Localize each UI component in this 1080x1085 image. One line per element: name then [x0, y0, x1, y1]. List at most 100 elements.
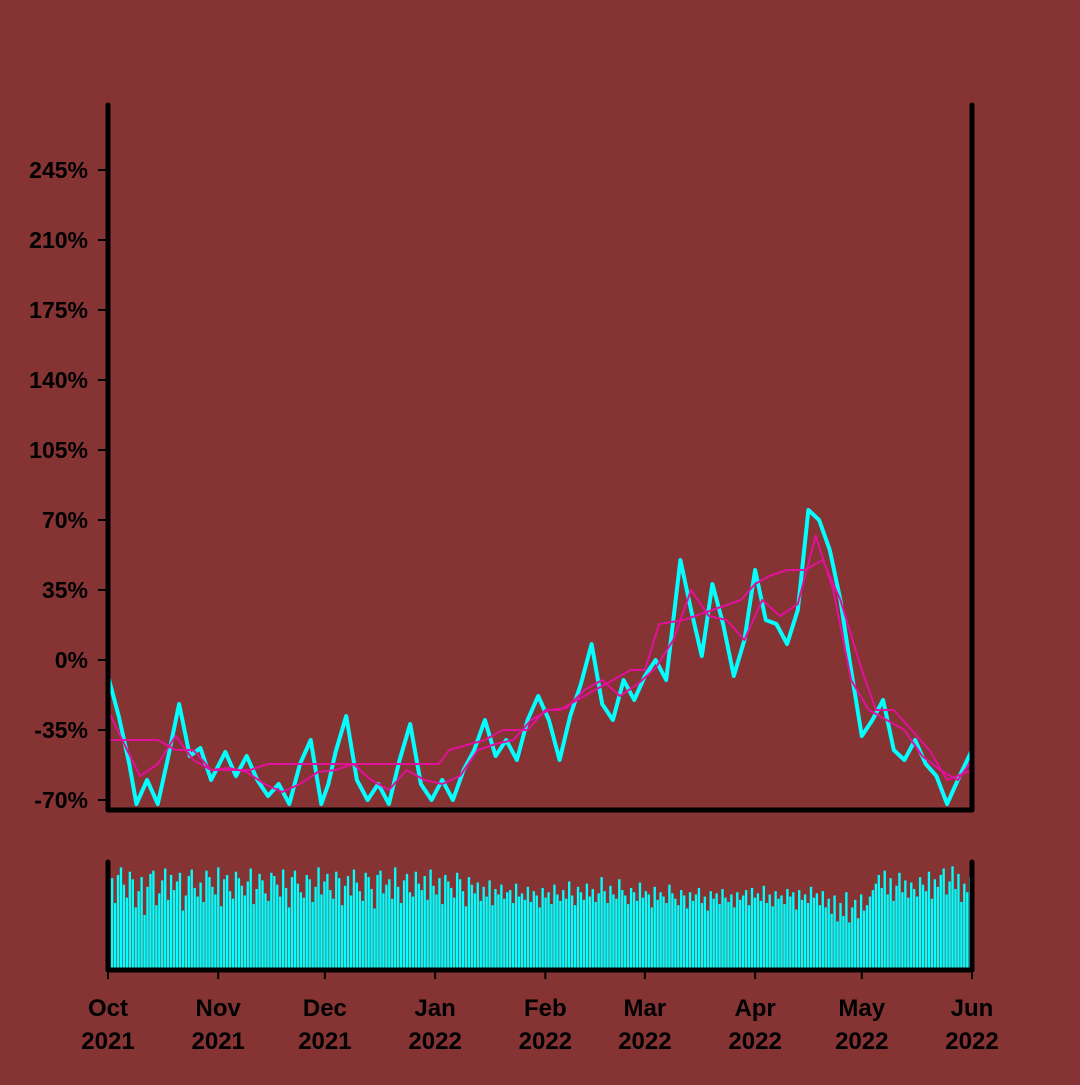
volume-bar [612, 894, 615, 970]
x-tick-label-month: Dec [303, 995, 347, 1022]
volume-bar [771, 906, 774, 970]
volume-bar [924, 891, 928, 970]
volume-bar [172, 890, 176, 970]
volume-bar [812, 897, 816, 970]
volume-bar [287, 907, 291, 970]
volume-bar [665, 903, 668, 970]
volume-bar [600, 877, 603, 970]
volume-bar [936, 886, 939, 970]
volume-bar [680, 890, 683, 970]
volume-bar [951, 866, 954, 970]
volume-bar [187, 876, 190, 970]
volume-bar [774, 891, 777, 970]
volume-bar [429, 869, 432, 970]
volume-bar [264, 893, 267, 970]
volume-bar [668, 884, 671, 970]
y-tick-label: -70% [34, 787, 88, 813]
volume-bar [741, 895, 745, 970]
volume-bar [494, 889, 497, 970]
volume-bar [582, 899, 586, 970]
volume-bar [181, 910, 185, 970]
volume-bar [119, 867, 123, 970]
volume-bar [862, 910, 866, 970]
volume-bar [677, 905, 680, 970]
volume-bar [626, 904, 630, 970]
volume-bar [585, 883, 589, 970]
volume-bar [110, 878, 114, 970]
volume-bar [414, 871, 418, 970]
volume-bar [892, 900, 895, 970]
volume-bar [694, 894, 698, 970]
volume-bar [697, 887, 701, 970]
volume-bar [824, 907, 827, 970]
volume-bar [747, 905, 751, 970]
x-tick-label-year: 2022 [728, 1028, 781, 1055]
volume-bar [211, 886, 214, 970]
volume-bar [901, 892, 904, 970]
volume-bar [594, 901, 597, 970]
volume-bar [915, 896, 919, 970]
volume-bar [904, 880, 907, 970]
volume-bar [780, 895, 783, 970]
volume-bar [458, 879, 462, 970]
volume-bar [140, 877, 143, 970]
volume-bar [152, 870, 155, 970]
volume-bar [199, 882, 202, 970]
volume-bar [597, 893, 600, 970]
volume-bar [464, 906, 468, 970]
volume-bar [570, 895, 574, 970]
volume-bar [671, 893, 674, 970]
volume-bar [190, 869, 193, 970]
volume-bar [228, 891, 232, 970]
volume-bar [954, 889, 957, 970]
volume-bar [562, 890, 565, 970]
volume-bar [178, 872, 182, 970]
volume-bar [809, 886, 813, 970]
volume-bar [568, 881, 571, 970]
volume-bar [526, 886, 530, 970]
volume-bar [373, 908, 376, 970]
volume-bar [895, 885, 898, 970]
volume-bar [827, 898, 830, 970]
volume-bar [730, 894, 733, 970]
volume-bar [550, 904, 553, 970]
volume-bar [948, 881, 951, 970]
volume-bar [399, 903, 403, 970]
volume-bar [939, 874, 942, 970]
volume-bar [234, 871, 238, 970]
x-tick-label-year: 2022 [408, 1028, 461, 1055]
volume-bar [320, 894, 323, 970]
volume-bar [898, 872, 901, 970]
x-tick-label-year: 2022 [835, 1028, 888, 1055]
volume-bar [514, 883, 518, 970]
volume-bar [635, 900, 639, 970]
volume-bar [871, 890, 875, 970]
volume-bar [379, 870, 382, 970]
x-tick-label-month: Apr [734, 995, 775, 1022]
volume-bar [629, 887, 633, 970]
volume-bar [432, 885, 435, 970]
volume-bar [314, 886, 317, 970]
volume-bar [205, 870, 208, 970]
volume-bar [343, 885, 347, 970]
volume-bar [538, 907, 541, 970]
volume-bar [214, 894, 217, 970]
volume-bar [523, 899, 527, 970]
volume-bar [479, 900, 482, 970]
volume-bar [603, 891, 606, 970]
volume-bar [836, 921, 839, 970]
volume-bar [727, 901, 730, 970]
volume-bar [158, 893, 161, 970]
volume-bar [859, 894, 863, 970]
volume-bar [800, 899, 804, 970]
x-tick-label-month: Oct [88, 995, 128, 1022]
volume-bar [632, 892, 636, 970]
volume-bar [435, 894, 438, 970]
x-tick-label-year: 2021 [81, 1028, 134, 1055]
volume-bar [886, 894, 889, 970]
volume-bar [659, 892, 662, 970]
volume-bar [175, 881, 179, 970]
volume-bar [346, 876, 350, 970]
volume-bar [506, 892, 509, 970]
volume-bar [267, 900, 270, 970]
